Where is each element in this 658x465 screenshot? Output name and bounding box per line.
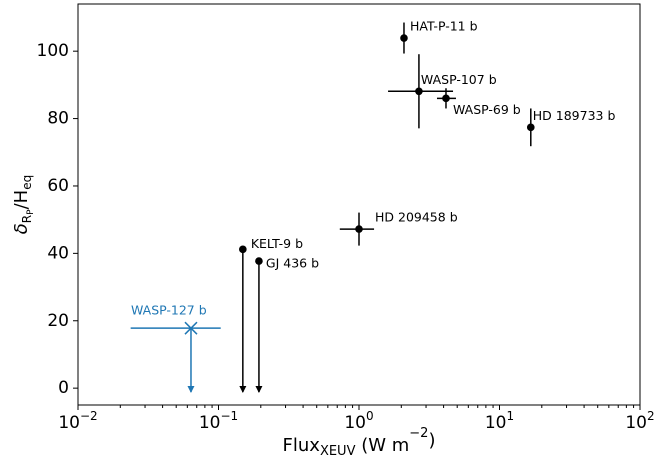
x-tick-base: 10 <box>344 413 366 433</box>
x-tick-exponent: −2 <box>80 409 98 423</box>
x-tick-label: 10−2 <box>58 409 97 434</box>
x-axis-label-part: (W m <box>355 435 409 456</box>
x-tick-exponent: −1 <box>220 409 238 423</box>
point <box>442 94 450 103</box>
x-axis-label-part: Flux <box>283 435 321 456</box>
point-label: KELT-9 b <box>251 236 303 251</box>
point-label: WASP-127 b <box>131 303 207 318</box>
y-tick-label: 80 <box>47 109 69 129</box>
x-tick-exponent: 2 <box>647 409 655 423</box>
x-tick-base: 10 <box>485 413 507 433</box>
x-axis-label-part: ) <box>428 430 435 451</box>
x-tick-base: 10 <box>199 413 221 433</box>
x-axis-label-part: −2 <box>409 426 428 441</box>
y-tick-label: 40 <box>47 243 69 263</box>
x-tick-base: 10 <box>58 413 80 433</box>
y-axis-label-part: /H <box>11 190 32 210</box>
point-label: HD 189733 b <box>533 108 616 123</box>
y-tick-label: 20 <box>47 311 69 331</box>
plot-frame <box>77 3 641 406</box>
y-axis-label-part: R <box>20 215 34 223</box>
point-label: GJ 436 b <box>266 256 319 271</box>
arrow-head <box>187 386 195 393</box>
y-axis-label: δRP/Heq <box>11 175 36 234</box>
point <box>184 321 198 335</box>
point <box>255 257 263 265</box>
x-tick-exponent: 0 <box>366 409 374 423</box>
point <box>526 123 535 132</box>
y-tick-label: 100 <box>37 41 69 61</box>
y-axis-label-part: P <box>26 209 36 215</box>
point <box>415 87 423 96</box>
y-tick-label: 0 <box>58 378 69 398</box>
arrow-head <box>255 386 263 393</box>
y-axis-label-part: δ <box>11 223 32 234</box>
point-label: WASP-107 b <box>421 72 497 87</box>
point-label: HD 209458 b <box>375 210 458 225</box>
x-tick-label: 10−1 <box>199 409 238 434</box>
point-label: HAT-P-11 b <box>410 19 478 34</box>
y-axis-label-part: eq <box>20 175 34 190</box>
x-tick-label: 101 <box>485 409 514 434</box>
point <box>239 245 247 254</box>
point <box>400 34 408 42</box>
y-tick-label: 60 <box>47 176 69 196</box>
point-label: WASP-69 b <box>453 102 521 117</box>
x-axis-label-part: XEUV <box>320 444 356 459</box>
x-tick-label: 100 <box>344 409 373 434</box>
point <box>355 225 363 233</box>
x-tick-label: 102 <box>625 409 654 434</box>
x-tick-exponent: 1 <box>507 409 515 423</box>
x-tick-base: 10 <box>625 413 647 433</box>
x-axis-label: FluxXEUV (W m−2) <box>283 426 436 459</box>
arrow-head <box>239 386 247 393</box>
